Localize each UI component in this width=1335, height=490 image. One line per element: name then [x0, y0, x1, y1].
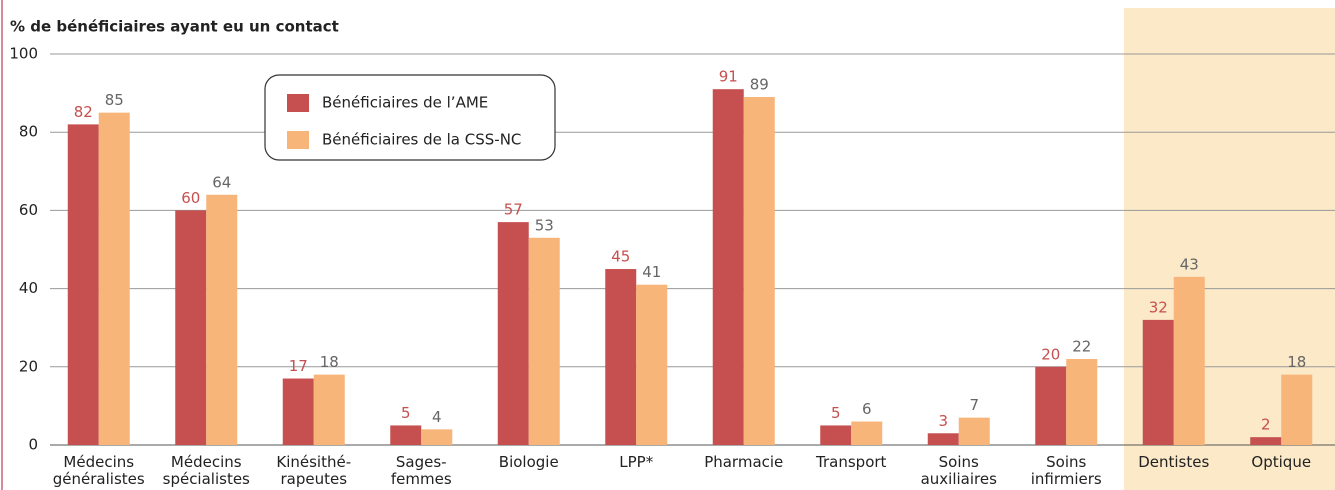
value-label: 6 — [862, 400, 872, 418]
value-label: 85 — [105, 91, 124, 109]
y-tick-label: 20 — [19, 357, 38, 375]
y-tick-label: 60 — [19, 201, 38, 219]
x-tick-label: Dentistes — [1138, 453, 1209, 471]
x-tick-label: LPP* — [619, 453, 653, 471]
value-label: 20 — [1041, 345, 1060, 363]
value-label: 64 — [212, 173, 231, 191]
bar — [851, 421, 883, 445]
value-label: 2 — [1261, 416, 1271, 434]
x-tick-label: Pharmacie — [704, 453, 783, 471]
bar — [497, 222, 529, 445]
y-tick-label: 100 — [9, 45, 38, 63]
bar — [67, 124, 99, 445]
value-label: 82 — [74, 103, 93, 121]
chart-title: % de bénéficiaires ayant eu un contact — [10, 18, 339, 36]
value-label: 3 — [938, 412, 948, 430]
legend: Bénéficiaires de l’AME Bénéficiaires de l… — [287, 94, 521, 149]
value-label: 7 — [969, 396, 979, 414]
value-label: 17 — [289, 357, 308, 375]
x-tick-label: Médecins spécialistes — [163, 453, 250, 488]
bar — [1173, 276, 1205, 445]
value-label: 5 — [401, 404, 411, 422]
bar — [605, 269, 637, 445]
y-tick-label: 40 — [19, 279, 38, 297]
value-label: 91 — [719, 68, 738, 86]
bar — [98, 112, 130, 446]
bar — [1142, 319, 1174, 445]
y-tick-label: 0 — [28, 436, 38, 454]
value-label: 18 — [1287, 353, 1306, 371]
y-tick-label: 80 — [19, 123, 38, 141]
x-tick-label: Médecins généralistes — [53, 453, 145, 488]
value-label: 18 — [320, 353, 339, 371]
value-label: 57 — [504, 201, 523, 219]
x-tick-label: Transport — [815, 453, 887, 471]
bar — [206, 194, 238, 445]
value-label: 4 — [432, 408, 442, 426]
value-label: 41 — [642, 263, 661, 281]
bar — [421, 429, 453, 445]
value-label: 22 — [1072, 337, 1091, 355]
bar — [282, 378, 314, 445]
bar — [390, 425, 422, 445]
x-tick-label: Optique — [1251, 453, 1311, 471]
x-tick-label: Biologie — [499, 453, 559, 471]
value-label: 60 — [181, 189, 200, 207]
bar — [1281, 374, 1313, 445]
value-label: 32 — [1149, 298, 1168, 316]
x-tick-label: Kinésithé-rapeutes — [276, 453, 351, 488]
value-label: 43 — [1180, 255, 1199, 273]
x-tick-label: Soins infirmiers — [1031, 453, 1102, 488]
bar — [1035, 366, 1067, 445]
legend-label: Bénéficiaires de l’AME — [322, 94, 488, 112]
legend-swatch — [287, 131, 309, 149]
value-label: 5 — [831, 404, 841, 422]
bar — [1250, 437, 1282, 445]
bar — [313, 374, 345, 445]
legend-label: Bénéficiaires de la CSS-NC — [322, 131, 521, 149]
bar — [528, 237, 560, 445]
x-tick-label: Soins auxiliaires — [921, 453, 998, 488]
bar — [712, 89, 744, 445]
value-label: 45 — [611, 248, 630, 266]
bar — [927, 433, 959, 445]
x-tick-label: Sages-femmes — [391, 453, 452, 488]
bar — [636, 284, 668, 445]
grid: 0 20 40 60 80 100 Médecins généralistes Médecins… — [9, 45, 1335, 488]
legend-swatch — [287, 94, 309, 112]
bar — [1066, 358, 1098, 445]
bar — [175, 210, 207, 445]
value-label: 53 — [535, 216, 554, 234]
bar — [820, 425, 852, 445]
bar — [743, 97, 775, 445]
value-label: 89 — [750, 76, 769, 94]
bars: 82 85 60 64 17 18 5 4 57 53 45 41 91 89 5 6 3 7 20 22 32 43 2 1… — [67, 68, 1313, 446]
bar — [958, 417, 990, 445]
legend-box — [264, 74, 556, 161]
